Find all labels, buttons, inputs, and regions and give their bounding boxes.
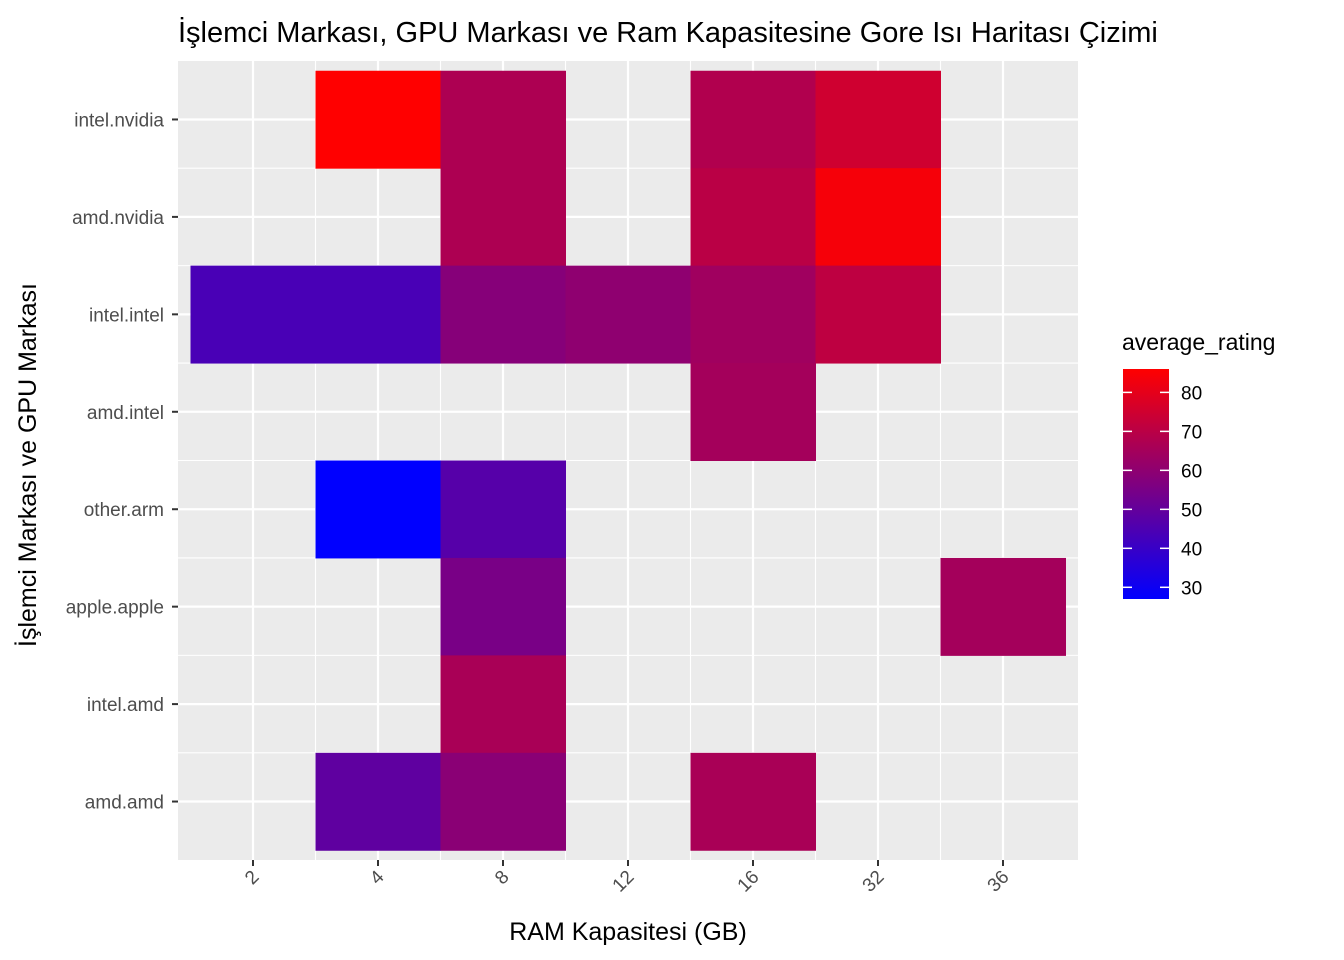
x-tick-label: 4 <box>366 866 389 889</box>
y-tick-label: intel.nvidia <box>74 110 164 131</box>
x-tick-label: 36 <box>984 867 1014 897</box>
heatmap-tile-intel.nvidia-16 <box>690 70 816 169</box>
heatmap-tile-intel.amd-8 <box>440 655 566 754</box>
heatmap-tile-intel.intel-2 <box>190 265 316 364</box>
y-tick-label: intel.amd <box>87 695 164 716</box>
y-tick-label: intel.intel <box>89 305 164 326</box>
y-tick-label: amd.intel <box>87 403 164 424</box>
y-tick-label: other.arm <box>84 500 164 521</box>
x-tick-label: 2 <box>241 867 263 889</box>
x-axis-title: RAM Kapasitesi (GB) <box>509 918 747 946</box>
y-axis-title: İşlemci Markası ve GPU Markası <box>13 283 42 647</box>
heatmap-tile-apple.apple-36 <box>940 557 1066 656</box>
y-axis-ticks: intel.nvidia amd.nvidia intel.intel amd.int… <box>66 110 178 814</box>
legend-tick-label: 60 <box>1181 461 1202 482</box>
heatmap-tiles <box>190 70 1066 851</box>
heatmap-tile-amd.nvidia-16 <box>690 168 816 267</box>
heatmap-tile-amd.nvidia-8 <box>440 168 566 267</box>
legend-tick-label: 40 <box>1181 539 1202 560</box>
legend-colorbar <box>1123 369 1169 599</box>
heatmap-tile-intel.intel-12 <box>565 265 691 364</box>
heatmap-tile-amd.nvidia-32 <box>815 168 941 267</box>
y-tick-label: apple.apple <box>66 598 164 619</box>
x-tick-label: 16 <box>734 867 764 897</box>
legend-tick-label: 30 <box>1181 578 1202 599</box>
x-tick-label: 12 <box>609 867 639 897</box>
heatmap-tile-intel.intel-16 <box>690 265 816 364</box>
legend: average_rating 30 40 50 60 70 80 <box>1122 329 1275 599</box>
y-tick-label: amd.amd <box>85 793 164 814</box>
heatmap-tile-intel.nvidia-32 <box>815 70 941 169</box>
legend-tick-label: 50 <box>1181 500 1202 521</box>
heatmap-tile-other.arm-4 <box>315 460 441 559</box>
heatmap-tile-amd.amd-8 <box>440 752 566 851</box>
heatmap-tile-intel.intel-8 <box>440 265 566 364</box>
heatmap-tile-amd.amd-16 <box>690 752 816 851</box>
heatmap-tile-intel.intel-4 <box>315 265 441 364</box>
chart-title: İşlemci Markası, GPU Markası ve Ram Kapa… <box>178 16 1158 49</box>
x-axis-ticks: 2 4 8 12 16 32 36 <box>241 860 1014 897</box>
heatmap-tile-intel.nvidia-8 <box>440 70 566 169</box>
legend-tick-label: 70 <box>1181 422 1202 443</box>
heatmap-tile-intel.nvidia-4 <box>315 70 441 169</box>
heatmap-tile-other.arm-8 <box>440 460 566 559</box>
heatmap-tile-intel.intel-32 <box>815 265 941 364</box>
heatmap-tile-amd.intel-16 <box>690 363 816 461</box>
legend-tick-label: 80 <box>1181 383 1202 404</box>
y-tick-label: amd.nvidia <box>72 208 164 229</box>
legend-title: average_rating <box>1122 329 1275 355</box>
x-tick-label: 32 <box>859 867 889 897</box>
legend-ticks: 30 40 50 60 70 80 <box>1123 383 1202 599</box>
heatmap-tile-apple.apple-8 <box>440 557 566 656</box>
x-tick-label: 8 <box>491 867 513 889</box>
heatmap-tile-amd.amd-4 <box>315 752 441 851</box>
